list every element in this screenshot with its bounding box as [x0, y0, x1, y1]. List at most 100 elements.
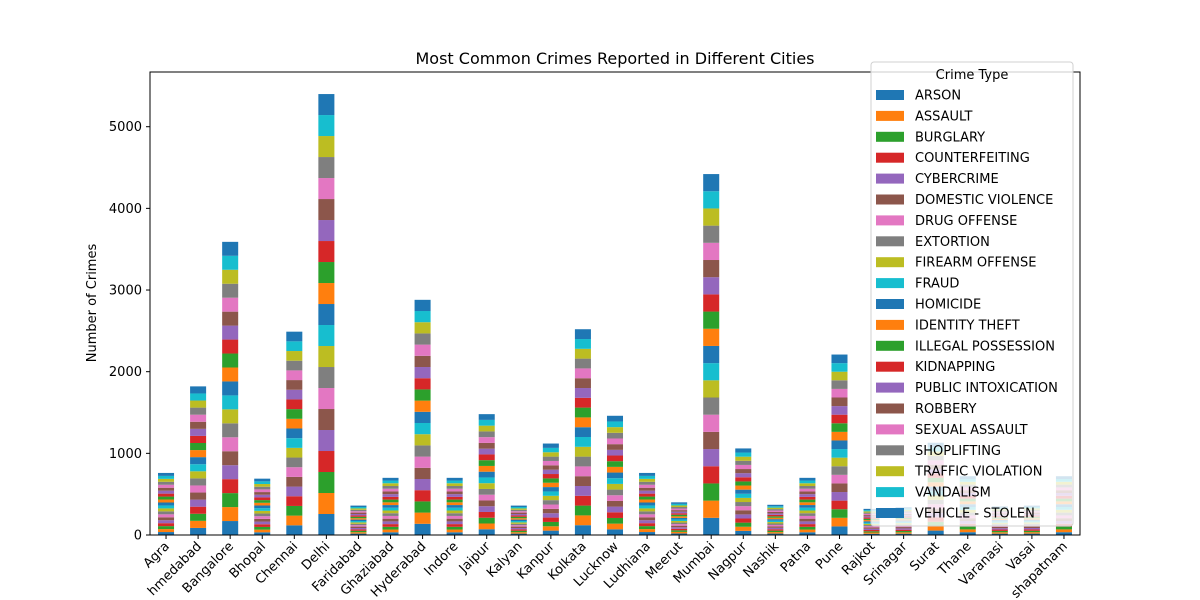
bar-segment — [190, 421, 207, 429]
legend-swatch — [876, 278, 904, 289]
bar-segment — [318, 430, 335, 452]
bar-segment — [190, 450, 207, 458]
bar-segment — [574, 339, 591, 349]
bar-segment — [799, 486, 816, 489]
bar-segment — [414, 512, 431, 524]
legend-item: FIREARM OFFENSE — [876, 256, 1036, 271]
legend-swatch — [876, 445, 904, 456]
bar-segment — [767, 522, 784, 524]
legend-swatch — [876, 215, 904, 226]
bar-segment — [318, 514, 335, 535]
bar-segment — [446, 507, 463, 511]
bar-segment — [158, 493, 175, 497]
bar-segment — [735, 526, 752, 531]
bar-segment — [767, 513, 784, 515]
bar-segment — [382, 515, 399, 519]
bar-segment — [478, 517, 495, 524]
legend-item: VANDALISM — [876, 486, 991, 501]
bar-segment — [478, 431, 495, 438]
bar-segment — [510, 532, 527, 534]
bar-segment — [190, 407, 207, 415]
bar-segment — [799, 532, 816, 535]
bar-segment — [318, 304, 335, 326]
bar-segment — [158, 484, 175, 488]
bar-segment — [318, 493, 335, 514]
bar-segment — [254, 478, 271, 482]
bar-segment — [286, 486, 303, 497]
bar-segment — [735, 477, 752, 482]
bar-segment — [510, 523, 527, 526]
bar-segment — [542, 460, 559, 466]
bar-segment — [703, 414, 720, 432]
bar-segment — [158, 520, 175, 524]
legend-swatch — [876, 110, 904, 121]
bar-segment — [671, 502, 688, 504]
legend-swatch — [876, 299, 904, 309]
bar-segment — [286, 496, 303, 506]
bar-segment — [382, 505, 399, 508]
bar-segment — [446, 477, 463, 481]
bar-stack — [542, 443, 559, 535]
bar-segment — [831, 449, 848, 458]
bar-segment — [735, 469, 752, 474]
bar-segment — [510, 516, 527, 519]
bar-segment — [1023, 526, 1040, 528]
bar-segment — [158, 514, 175, 518]
bar-segment — [286, 409, 303, 419]
bar-segment — [767, 533, 784, 535]
bar-segment — [703, 174, 720, 192]
bar-segment — [767, 514, 784, 517]
legend-label: SHOPLIFTING — [915, 444, 1001, 459]
bar-segment — [799, 510, 816, 514]
bar-segment — [671, 517, 688, 520]
legend-item: DOMESTIC VIOLENCE — [876, 193, 1053, 208]
bar-segment — [190, 386, 207, 394]
bar-segment — [639, 478, 656, 482]
bar-segment — [478, 477, 495, 484]
bar-segment — [606, 461, 624, 467]
bar-segment — [703, 294, 720, 312]
bar-segment — [318, 388, 335, 410]
legend-item: FRAUD — [876, 277, 959, 292]
bar-segment — [542, 513, 559, 518]
legend-swatch — [876, 257, 904, 268]
y-tick-label: 5000 — [109, 120, 142, 135]
legend-item: COUNTERFEITING — [876, 151, 1030, 166]
bar-stack — [703, 174, 720, 535]
bar-segment — [574, 397, 591, 408]
bar-segment — [895, 528, 912, 530]
legend-label: TRAFFIC VIOLATION — [914, 465, 1042, 480]
bar-segment — [639, 517, 656, 521]
legend-label: SEXUAL ASSAULT — [915, 423, 1028, 438]
bar-segment — [158, 505, 175, 509]
bar-segment — [639, 472, 656, 476]
y-tick-label: 1000 — [109, 447, 142, 462]
bar-segment — [542, 517, 559, 522]
bar-segment — [382, 513, 399, 516]
legend-item: ASSAULT — [876, 109, 972, 124]
bar-segment — [446, 532, 463, 535]
bar-segment — [446, 483, 463, 486]
bar-segment — [222, 521, 239, 535]
bar-segment — [767, 524, 784, 527]
bar-segment — [703, 225, 720, 243]
bar-segment — [606, 517, 624, 524]
bar-segment — [382, 494, 399, 497]
legend-label: COUNTERFEITING — [915, 151, 1030, 166]
bar-segment — [606, 415, 624, 422]
bar-segment — [446, 521, 463, 525]
bar-segment — [831, 397, 848, 407]
bar-stack — [414, 299, 431, 535]
bar-segment — [350, 532, 367, 534]
bar-segment — [574, 476, 591, 487]
legend-swatch — [876, 340, 904, 351]
bar-segment — [991, 530, 1008, 533]
bar-stack — [158, 472, 175, 535]
bar-segment — [959, 526, 976, 530]
bar-segment — [863, 528, 880, 531]
bar-segment — [574, 427, 591, 438]
bar-segment — [382, 486, 399, 489]
bar-segment — [671, 511, 688, 514]
bar-segment — [799, 502, 816, 506]
